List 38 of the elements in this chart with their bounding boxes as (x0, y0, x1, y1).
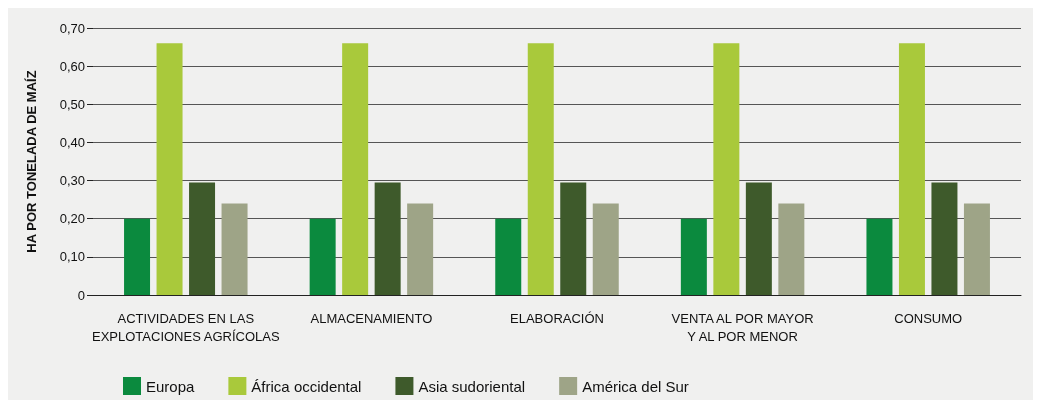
bar (221, 203, 248, 295)
y-tick-label: 0,10 (59, 249, 85, 265)
y-tick-label: 0 (77, 287, 85, 303)
bar (495, 218, 522, 295)
bar (713, 43, 740, 295)
legend-label: Europa (146, 377, 196, 395)
bar (560, 182, 587, 295)
x-tick-label: CONSUMO (894, 310, 963, 326)
legend-label: África occidental (251, 377, 362, 395)
legend-label: América del Sur (582, 377, 689, 395)
y-tick-label: 0,20 (59, 211, 85, 227)
bar (592, 203, 619, 295)
bar (189, 182, 216, 295)
bar (156, 43, 183, 295)
bar (407, 203, 434, 295)
bar (963, 203, 990, 295)
bar (898, 43, 925, 295)
bar (866, 218, 893, 295)
bar (680, 218, 707, 295)
y-tick-label: 0,40 (59, 134, 85, 150)
bar (931, 182, 958, 295)
bar (124, 218, 151, 295)
y-tick-label: 0,70 (59, 20, 85, 36)
x-tick-label: ACTIVIDADES EN LAS EXPLOTACIONES AGRÍCOLAS (92, 310, 280, 344)
x-tick-label: VENTA AL POR MAYOR Y AL POR MENOR (671, 310, 814, 344)
bar (527, 43, 554, 295)
y-tick-label: 0,50 (59, 96, 85, 112)
bar (745, 182, 772, 295)
bar (342, 43, 369, 295)
x-tick-label: ALMACENAMIENTO (310, 310, 433, 326)
y-axis-title: HA POR TONELADA DE MAÍZ (24, 70, 39, 253)
x-tick-label: ELABORACIÓN (510, 310, 604, 326)
bar (374, 182, 401, 295)
legend-label: Asia sudoriental (418, 377, 526, 395)
y-tick-label: 0,30 (59, 173, 85, 189)
bar (309, 218, 336, 295)
bar (778, 203, 805, 295)
y-tick-label: 0,60 (59, 58, 85, 74)
